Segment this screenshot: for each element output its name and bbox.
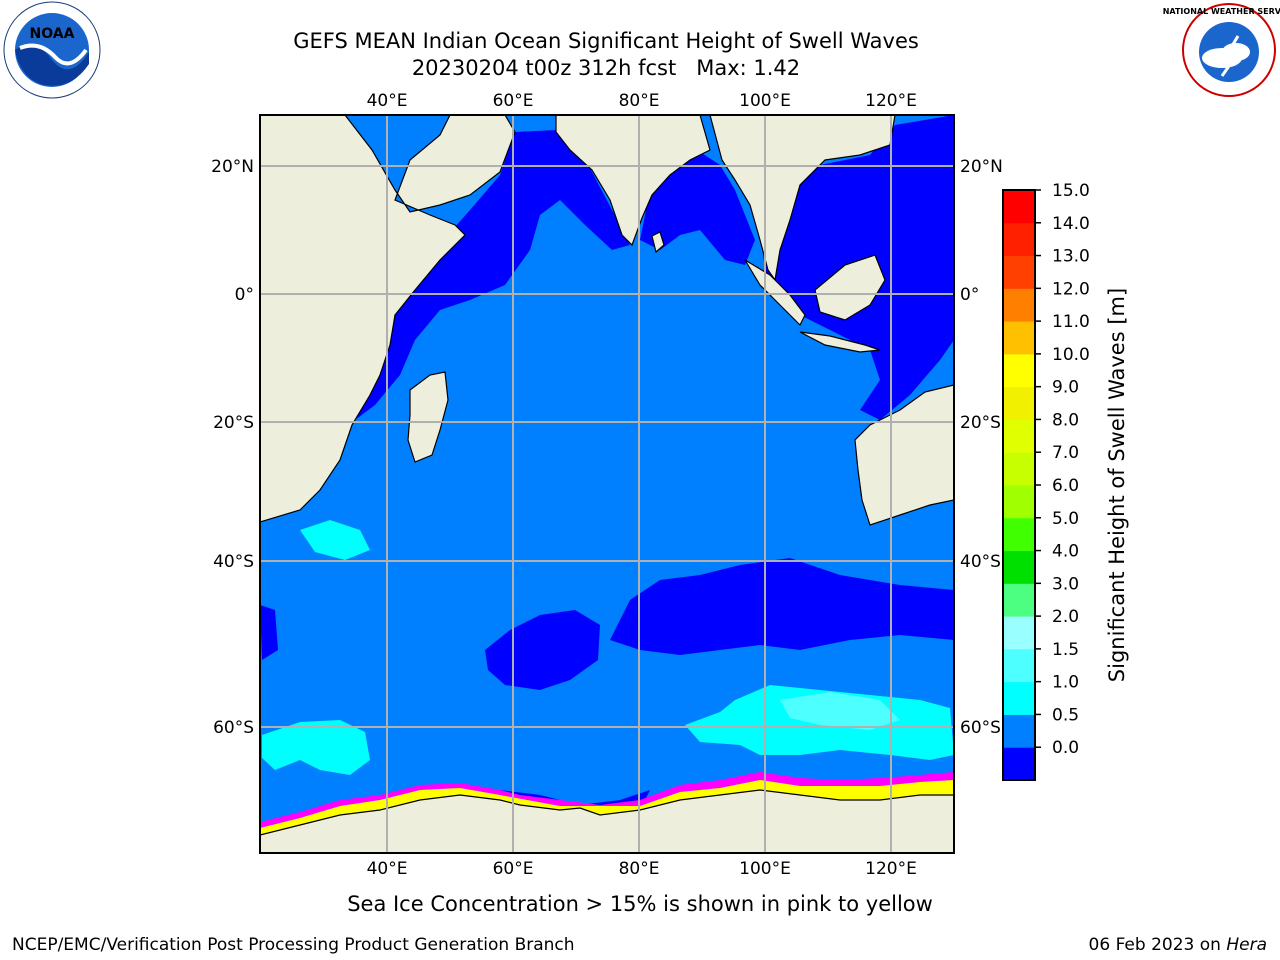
nws-logo-text: NATIONAL WEATHER SERVICE [1163, 7, 1280, 16]
high-swell-south-a [262, 720, 370, 775]
low-swell-west-edge [260, 605, 278, 660]
chart-subtitle: 20230204 t00z 312h fcst Max: 1.42 [412, 56, 800, 80]
colorbar-tick-label: 0.0 [1052, 738, 1079, 758]
colorbar-tick-label: 4.0 [1052, 542, 1079, 562]
colorbar-tick-label: 1.0 [1052, 673, 1079, 693]
lat-label-right-60s: 60°S [960, 718, 1001, 738]
colorbar-segment [1003, 616, 1035, 650]
colorbar-tick-label: 6.0 [1052, 476, 1079, 496]
colorbar-tick-label: 2.0 [1052, 607, 1079, 627]
footer-date: 06 Feb 2023 on [1089, 935, 1227, 955]
australia-landmass [854, 384, 954, 526]
colorbar-segment [1003, 386, 1035, 420]
map-frame [259, 114, 955, 854]
colorbar-segment [1003, 353, 1035, 388]
map-panel [260, 115, 954, 853]
colorbar-label: Significant Height of Swell Waves [m] [1105, 288, 1129, 682]
colorbar-tick-label: 9.0 [1052, 378, 1079, 398]
colorbar-segment [1003, 583, 1035, 617]
colorbar-tick-label: 7.0 [1052, 443, 1079, 463]
colorbar-segment [1003, 747, 1035, 781]
colorbar-segment [1003, 288, 1035, 322]
colorbar-tick-label: 13.0 [1052, 247, 1090, 267]
colorbar-segment [1003, 517, 1035, 552]
lon-label-top-100e: 100°E [739, 91, 791, 111]
colorbar-segment [1003, 321, 1035, 355]
sumatra-landmass [744, 259, 806, 327]
noaa-logo: NOAA [3, 1, 101, 99]
borneo-landmass [814, 254, 886, 321]
colorbar: 15.0 14.0 13.0 12.0 11.0 10.0 9.0 8.0 7.0 6.0 5.0 4… [1002, 181, 1090, 781]
map-gridlines [260, 115, 954, 853]
southeast-asia-landmass [709, 115, 896, 282]
antarctica-landmass [260, 789, 954, 853]
lon-label-bottom-80e: 80°E [619, 859, 660, 879]
lat-label-left-20n: 20°N [211, 157, 254, 177]
footer-left: NCEP/EMC/Verification Post Processing Pr… [12, 935, 575, 955]
lat-label-left-0: 0° [235, 285, 254, 305]
low-swell-arabian-sea [340, 130, 630, 420]
colorbar-tick-label: 10.0 [1052, 345, 1090, 365]
footer-host: Hera [1226, 935, 1267, 955]
lon-label-bottom-40e: 40°E [367, 859, 408, 879]
java-landmass [799, 331, 881, 353]
colorbar-tick-label: 1.5 [1052, 640, 1079, 660]
colorbar-segment [1003, 681, 1035, 715]
colorbar-segment [1003, 419, 1035, 453]
madagascar-landmass [407, 371, 449, 463]
lon-label-top-60e: 60°E [493, 91, 534, 111]
lon-label-bottom-60e: 60°E [493, 859, 534, 879]
colorbar-segment [1003, 222, 1035, 257]
colorbar-tick-label: 12.0 [1052, 279, 1090, 299]
longitude-labels-top: 40°E 60°E 80°E 100°E 120°E [367, 91, 917, 111]
sea-ice-caption: Sea Ice Concentration > 15% is shown in … [347, 892, 933, 916]
footer-right: 06 Feb 2023 on Hera [1089, 935, 1267, 955]
colorbar-segment [1003, 255, 1035, 289]
colorbar-tick-label: 5.0 [1052, 509, 1079, 529]
lat-label-right-20n: 20°N [960, 157, 1003, 177]
high-swell-south-c [780, 692, 900, 730]
lat-label-left-20s: 20°S [213, 413, 254, 433]
colorbar-segment [1003, 714, 1035, 748]
land-masses [260, 115, 954, 853]
colorbar-segment [1003, 485, 1035, 519]
colorbar-segment [1003, 190, 1035, 224]
colorbar-tick-label: 11.0 [1052, 312, 1090, 332]
colorbar-segment [1003, 452, 1035, 486]
latitude-labels-left: 20°N 0° 20°S 40°S 60°S [211, 157, 254, 738]
lat-label-left-40s: 40°S [213, 552, 254, 572]
lon-label-top-80e: 80°E [619, 91, 660, 111]
high-swell-southwest [300, 520, 370, 560]
lon-label-top-120e: 120°E [865, 91, 917, 111]
lat-label-right-40s: 40°S [960, 552, 1001, 572]
noaa-logo-text: NOAA [30, 26, 75, 42]
colorbar-tick-label: 15.0 [1052, 181, 1090, 201]
colorbar-tick-label: 14.0 [1052, 214, 1090, 234]
national-weather-service-logo: NATIONAL WEATHER SERVICE [1163, 3, 1280, 97]
sri-lanka-landmass [651, 231, 665, 254]
colorbar-tick-label: 8.0 [1052, 410, 1079, 430]
colorbar-segment [1003, 550, 1035, 584]
lat-label-left-60s: 60°S [213, 718, 254, 738]
colorbar-tick-label: 0.5 [1052, 705, 1079, 725]
lon-label-bottom-120e: 120°E [865, 859, 917, 879]
lon-label-bottom-100e: 100°E [739, 859, 791, 879]
lat-label-right-20s: 20°S [960, 413, 1001, 433]
low-swell-bay-of-bengal [640, 152, 755, 265]
colorbar-tick-label: 3.0 [1052, 574, 1079, 594]
colorbar-segment [1003, 648, 1035, 683]
low-swell-southern-band [610, 558, 954, 655]
lat-label-right-0: 0° [960, 285, 979, 305]
india-landmass [555, 115, 711, 247]
latitude-labels-right: 20°N 0° 20°S 40°S 60°S [960, 157, 1003, 738]
longitude-labels-bottom: 40°E 60°E 80°E 100°E 120°E [367, 859, 917, 879]
lon-label-top-40e: 40°E [367, 91, 408, 111]
chart-title: GEFS MEAN Indian Ocean Significant Heigh… [293, 29, 919, 53]
